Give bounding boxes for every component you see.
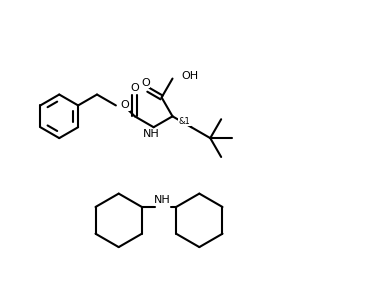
Text: O: O bbox=[130, 82, 139, 93]
Text: NH: NH bbox=[143, 129, 160, 139]
Text: OH: OH bbox=[181, 71, 198, 81]
Text: O: O bbox=[121, 101, 130, 110]
Text: &1: &1 bbox=[178, 117, 190, 126]
Text: O: O bbox=[141, 78, 150, 88]
Text: NH: NH bbox=[154, 195, 171, 205]
